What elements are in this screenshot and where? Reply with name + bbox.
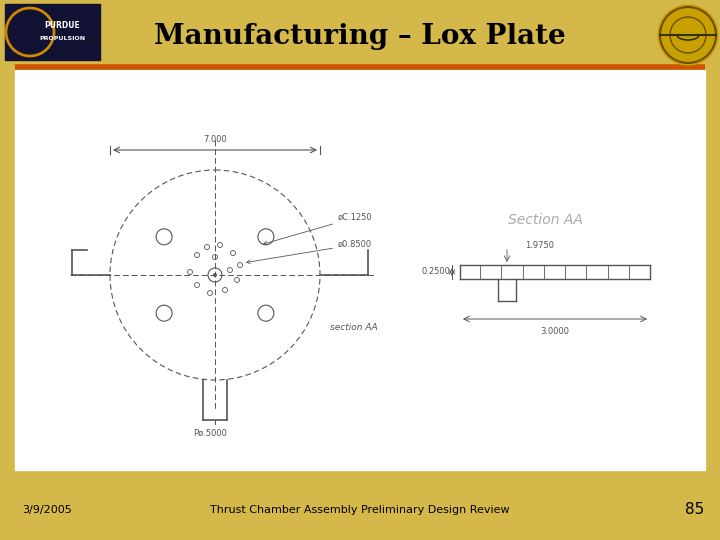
- Bar: [0, 0, 720, 68]
- Text: 0.2500: 0.2500: [421, 267, 450, 276]
- Text: øC.1250: øC.1250: [264, 213, 373, 245]
- Text: Manufacturing – Lox Plate: Manufacturing – Lox Plate: [154, 23, 566, 50]
- Text: 3.0000: 3.0000: [541, 327, 570, 336]
- Text: 85: 85: [685, 503, 705, 517]
- Circle shape: [658, 5, 718, 65]
- Text: ø0.8500: ø0.8500: [247, 240, 372, 264]
- Text: PURDUE: PURDUE: [44, 22, 80, 30]
- Text: 1.9750: 1.9750: [525, 240, 554, 249]
- Text: 3/9/2005: 3/9/2005: [22, 505, 72, 515]
- Circle shape: [213, 273, 217, 277]
- Text: Thrust Chamber Assembly Preliminary Design Review: Thrust Chamber Assembly Preliminary Desi…: [210, 505, 510, 515]
- Bar: [5, 4, 100, 60]
- Bar: [15, 70, 705, 470]
- Text: Section AA: Section AA: [508, 213, 583, 227]
- Text: PROPULSION: PROPULSION: [39, 36, 85, 40]
- Text: Pø.5000: Pø.5000: [193, 429, 227, 438]
- Text: 7.000: 7.000: [203, 135, 227, 144]
- Text: section AA: section AA: [330, 323, 377, 332]
